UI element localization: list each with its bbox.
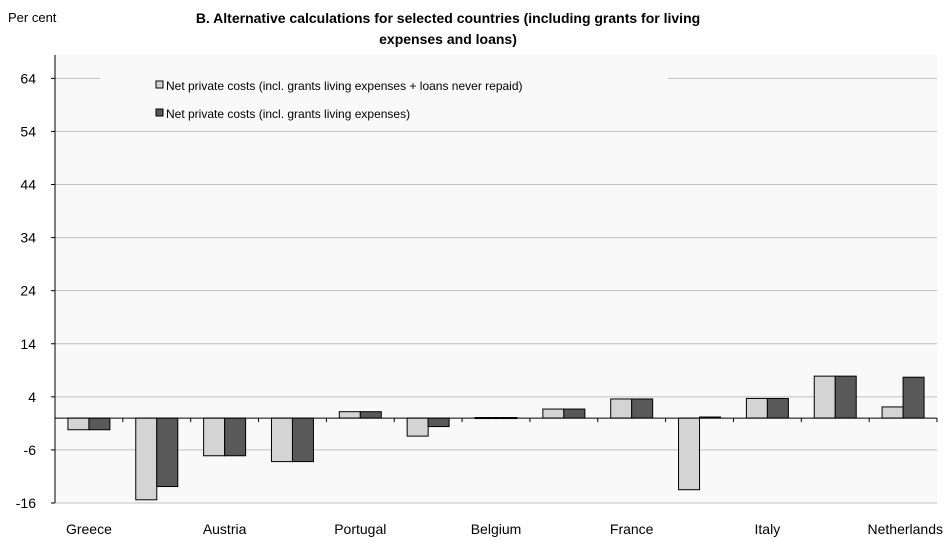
legend: Net private costs (incl. grants living e… xyxy=(100,70,668,130)
x-tick-label: Netherlands xyxy=(868,521,944,537)
y-axis-ticks: -16 -6 4 14 24 34 44 54 64 xyxy=(16,70,36,511)
bar-series-1-4 xyxy=(338,411,361,419)
bar-series-2-11 xyxy=(834,375,857,419)
x-tick-label: Italy xyxy=(755,521,781,537)
legend-swatch-series-1 xyxy=(155,80,164,89)
axes xyxy=(51,55,938,504)
x-axis-labels: Greece Austria Portugal Belgium France Italy N… xyxy=(66,521,943,537)
bar-series-2-12 xyxy=(902,376,925,419)
bar-series-2-3 xyxy=(291,417,314,463)
bar-series-2-8 xyxy=(631,398,654,419)
bar-series-1-10 xyxy=(745,397,768,419)
bar-series-2-1 xyxy=(156,417,179,488)
bar-series-1-7 xyxy=(542,408,565,419)
bar-series-1-12 xyxy=(881,406,904,419)
bars xyxy=(67,375,925,501)
bar-series-1-0 xyxy=(67,417,90,431)
y-tick-label: 24 xyxy=(20,283,36,299)
chart-title-line-1: B. Alternative calculations for selected… xyxy=(196,10,700,26)
legend-label-series-1: Net private costs (incl. grants living e… xyxy=(166,79,523,93)
x-tick-label: Portugal xyxy=(334,521,386,537)
y-tick-label: 4 xyxy=(28,389,36,405)
y-tick-label: 14 xyxy=(20,336,36,352)
bar-series-1-8 xyxy=(610,398,633,419)
bar-series-2-10 xyxy=(766,397,789,419)
x-tick-label: Austria xyxy=(203,521,247,537)
x-tick-label: France xyxy=(610,521,654,537)
bar-series-2-7 xyxy=(563,408,586,419)
bar-series-1-9 xyxy=(678,417,701,491)
x-tick-label: Belgium xyxy=(471,521,522,537)
y-tick-label: 64 xyxy=(20,70,36,86)
legend-label-series-2: Net private costs (incl. grants living e… xyxy=(166,107,410,121)
y-unit-label: Per cent xyxy=(8,10,57,25)
bar-series-2-4 xyxy=(359,411,382,419)
y-tick-label: 34 xyxy=(20,230,36,246)
bar-series-1-11 xyxy=(813,375,836,419)
bar-series-1-1 xyxy=(135,417,158,501)
chart-title-line-2: expenses and loans) xyxy=(379,31,517,47)
y-tick-label: -16 xyxy=(16,495,36,511)
bar-series-2-2 xyxy=(224,417,247,457)
x-tick-label: Greece xyxy=(66,521,112,537)
y-tick-label: 54 xyxy=(20,123,36,139)
bar-series-1-3 xyxy=(270,417,293,463)
y-tick-label: -6 xyxy=(24,442,37,458)
legend-swatch-series-2 xyxy=(155,108,164,117)
bar-series-2-5 xyxy=(427,417,450,428)
bar-series-2-0 xyxy=(88,417,111,431)
legend-background xyxy=(100,70,668,130)
y-tick-label: 44 xyxy=(20,177,36,193)
bar-series-1-2 xyxy=(203,417,226,457)
bar-series-1-5 xyxy=(406,417,429,437)
